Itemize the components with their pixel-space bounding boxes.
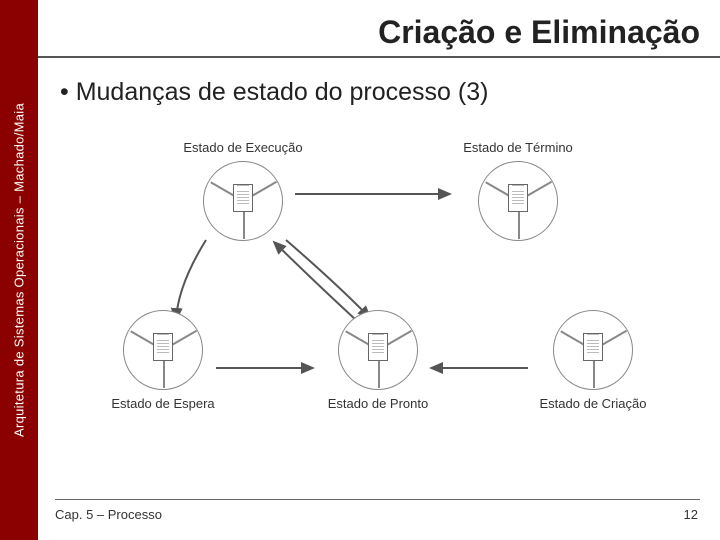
arrow-exec-to-pronto [286, 240, 370, 318]
diagram-arrows [38, 110, 720, 470]
title-divider [38, 56, 720, 58]
state-diagram: Estado de Execução Estado de Término Estad… [38, 110, 720, 470]
bullet-line: • Mudanças de estado do processo (3) [60, 78, 488, 107]
state-label-espera: Estado de Espera [103, 396, 223, 411]
state-node-exec: Estado de Execução [183, 140, 303, 241]
process-icon [203, 161, 283, 241]
footer-chapter: Cap. 5 – Processo [55, 507, 162, 522]
state-node-termino: Estado de Término [458, 140, 578, 241]
arrow-exec-to-espera [176, 240, 206, 320]
footer-divider [55, 499, 700, 500]
sidebar: Arquitetura de Sistemas Operacionais – M… [0, 0, 38, 540]
slide-root: Arquitetura de Sistemas Operacionais – M… [0, 0, 720, 540]
process-icon [123, 310, 203, 390]
state-label-termino: Estado de Término [458, 140, 578, 155]
state-label-criacao: Estado de Criação [533, 396, 653, 411]
state-label-pronto: Estado de Pronto [318, 396, 438, 411]
state-node-pronto: Estado de Pronto [318, 310, 438, 411]
state-node-espera: Estado de Espera [103, 310, 223, 411]
slide-title: Criação e Eliminação [378, 14, 700, 51]
process-icon [478, 161, 558, 241]
bullet-text: Mudanças de estado do processo (3) [76, 78, 489, 106]
state-node-criacao: Estado de Criação [533, 310, 653, 411]
process-icon [553, 310, 633, 390]
process-icon [338, 310, 418, 390]
footer-page-number: 12 [684, 507, 698, 522]
state-label-exec: Estado de Execução [183, 140, 303, 155]
sidebar-text: Arquitetura de Sistemas Operacionais – M… [12, 103, 27, 437]
bullet-marker: • [60, 78, 76, 106]
arrow-pronto-to-exec [274, 242, 356, 320]
